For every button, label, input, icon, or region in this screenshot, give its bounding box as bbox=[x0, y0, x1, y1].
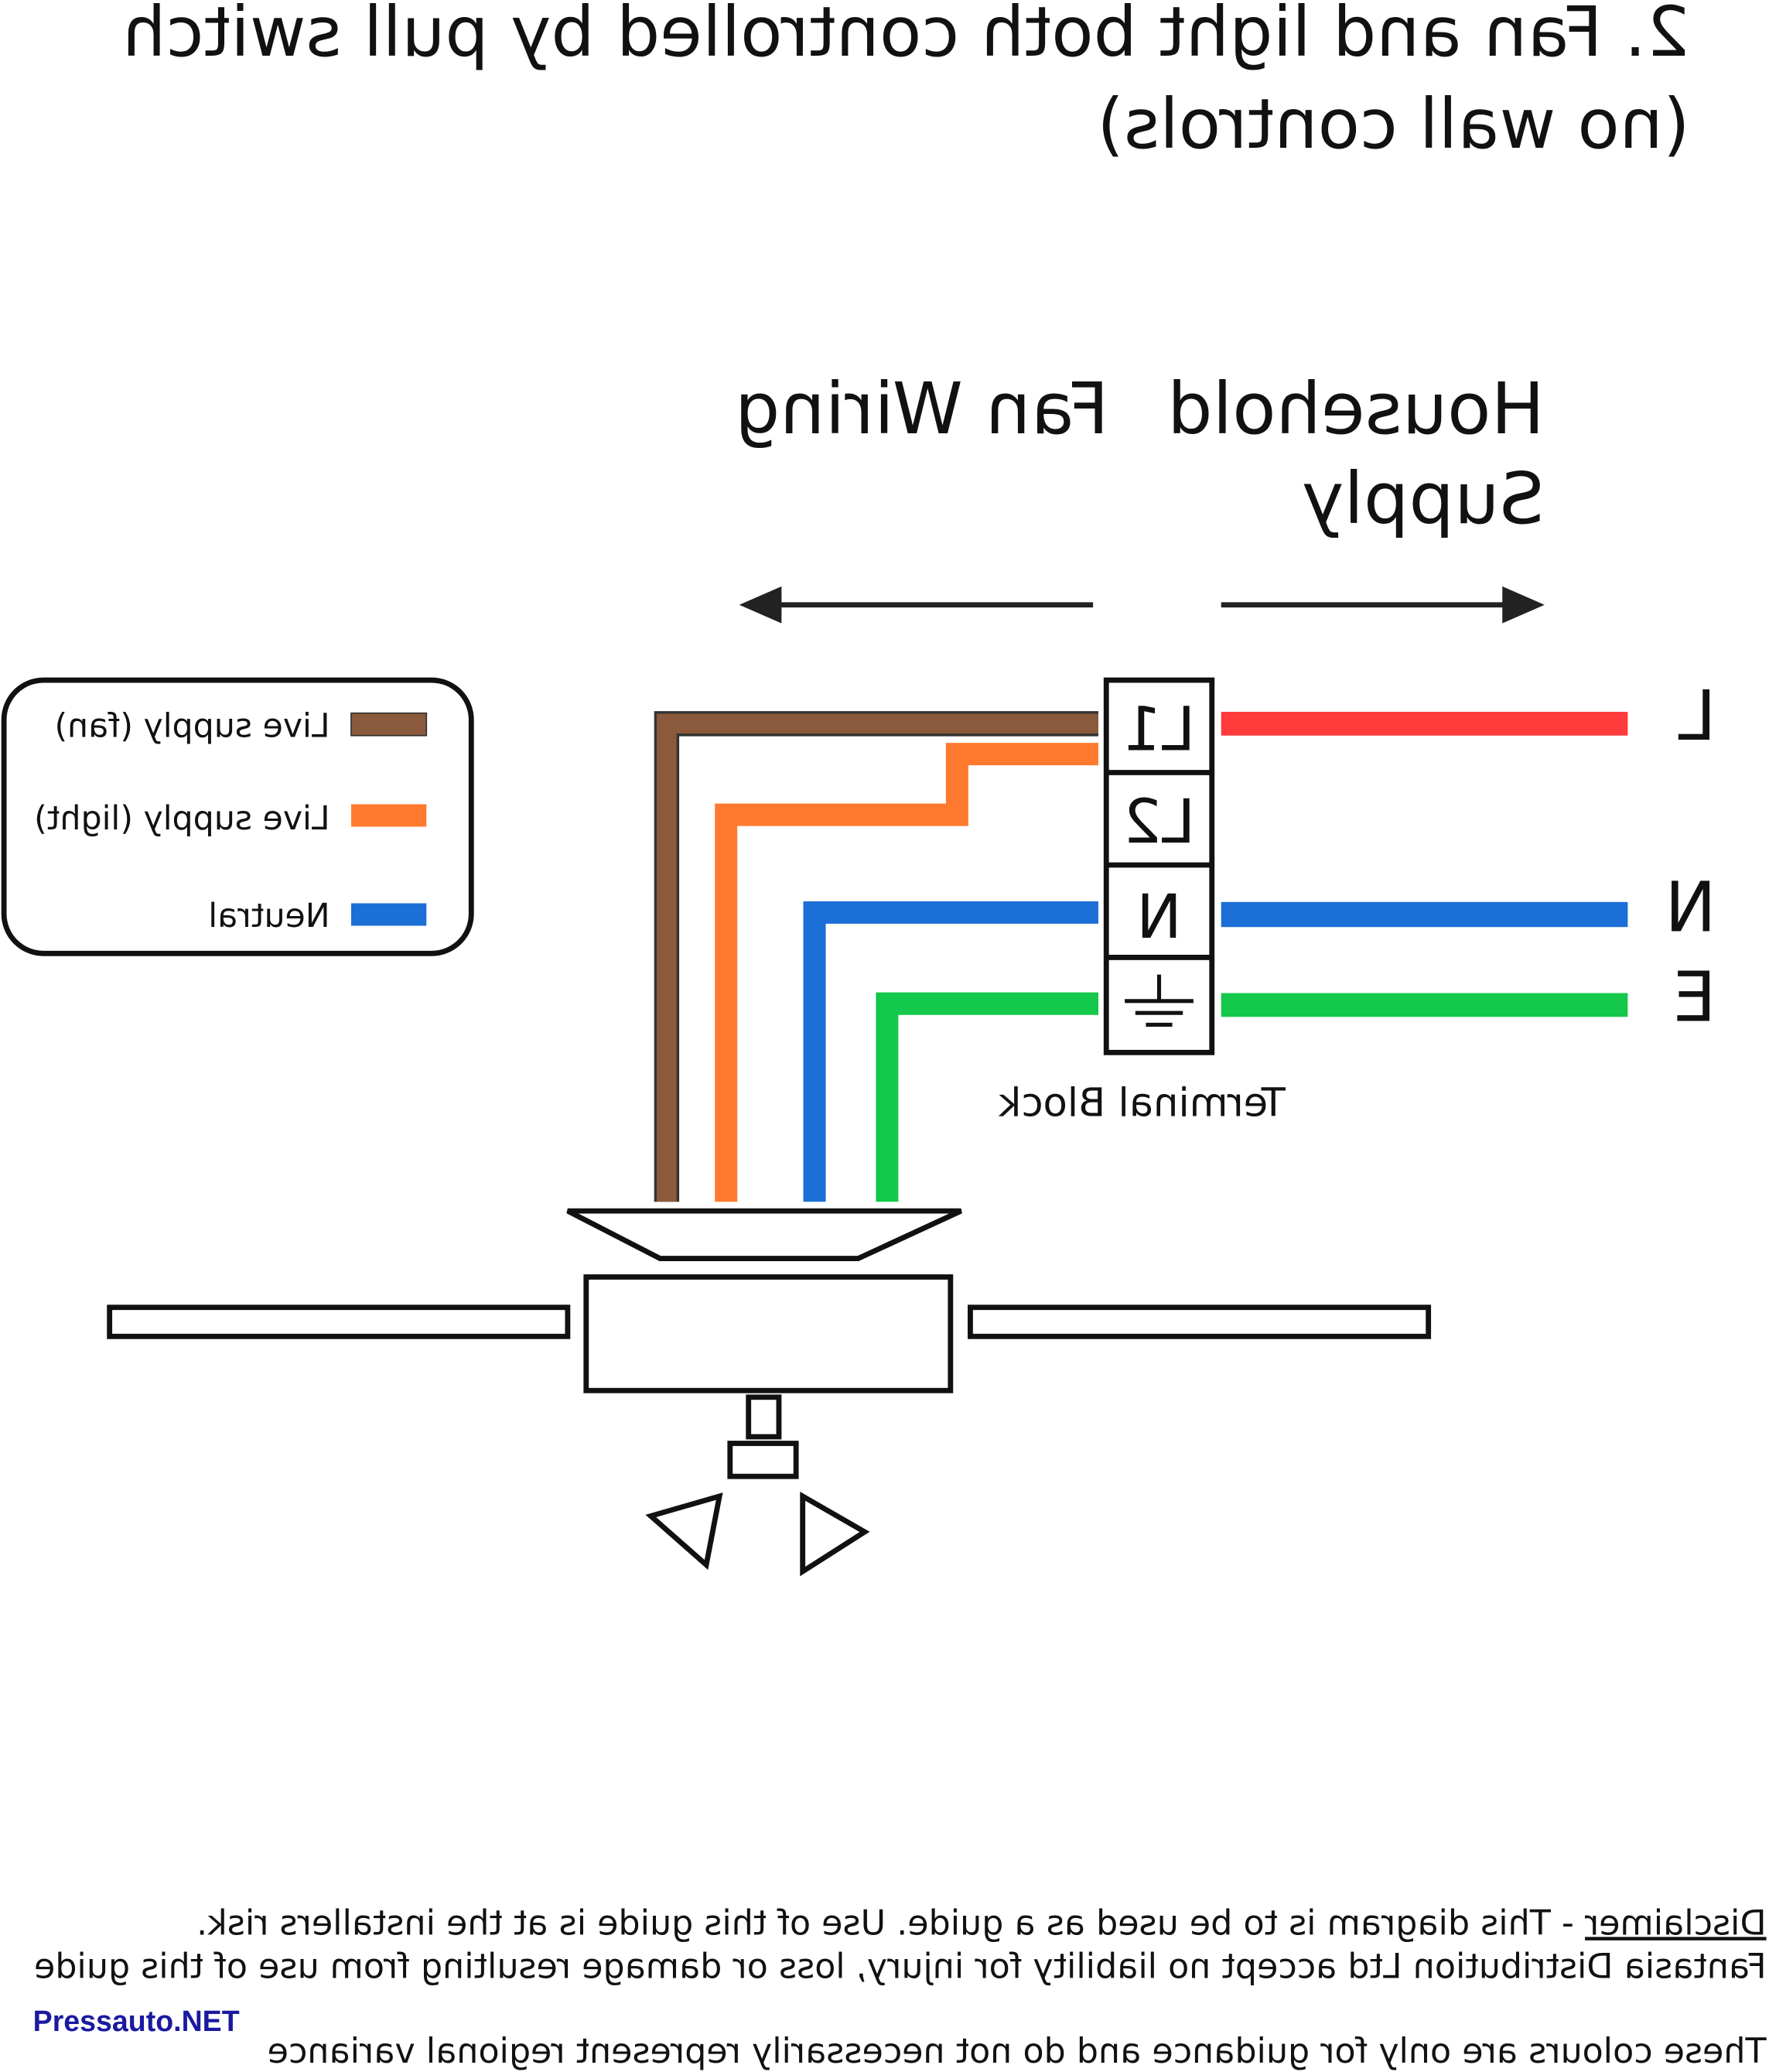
arrow-right-icon bbox=[1221, 586, 1545, 624]
supply-label-earth: E bbox=[1673, 957, 1716, 1037]
supply-label-neutral: N bbox=[1665, 867, 1716, 947]
legend-label-neutral: Neutral bbox=[208, 897, 330, 935]
disclaimer-heading: Disclaimer bbox=[1584, 1903, 1766, 1943]
ceiling-fan-icon bbox=[107, 1208, 1432, 1577]
terminal-l2: L2 bbox=[1123, 786, 1196, 857]
supply-wire-live bbox=[1221, 712, 1628, 736]
legend: Live supply (fan) Live supply (light) Ne… bbox=[1, 677, 474, 956]
supply-wire-earth bbox=[1221, 993, 1628, 1017]
terminal-block: L1 L2 N bbox=[1103, 677, 1215, 1055]
fan-wires bbox=[654, 711, 1098, 1202]
household-heading: Household bbox=[1167, 367, 1545, 450]
earth-icon bbox=[1125, 974, 1194, 1027]
legend-swatch-orange bbox=[350, 804, 427, 827]
wire-blue bbox=[803, 901, 1098, 1202]
wire-green bbox=[876, 992, 1098, 1202]
disclaimer-line2: Fantasia Distribution Ltd accept no liab… bbox=[34, 1947, 1767, 1987]
title-line2: (no wall controls) bbox=[1097, 84, 1689, 164]
wire-orange bbox=[715, 743, 1098, 1202]
legend-swatch-blue bbox=[350, 903, 427, 926]
legend-label-fan: Live supply (fan) bbox=[54, 706, 330, 745]
title-line1: 2. Fan and light both controlled by pull… bbox=[122, 0, 1689, 72]
supply-wire-neutral bbox=[1221, 901, 1628, 928]
disclaimer-line3: These colours are only for guidance and … bbox=[268, 2032, 1767, 2071]
terminal-l1: L1 bbox=[1123, 693, 1196, 764]
terminal-n: N bbox=[1136, 881, 1182, 952]
disclaimer-line1: Disclaimer - This diagram is to be used … bbox=[196, 1903, 1767, 1943]
watermark: Pressauto.NET bbox=[33, 2005, 240, 2037]
supply-heading: Supply bbox=[1302, 456, 1545, 540]
arrow-left-icon bbox=[739, 586, 1094, 624]
legend-swatch-brown bbox=[350, 712, 428, 737]
legend-label-light: Live supply (light) bbox=[34, 799, 330, 838]
terminal-block-label: Terminal Block bbox=[998, 1079, 1286, 1126]
fan-wiring-heading: Fan Wiring bbox=[735, 367, 1109, 450]
disclaimer-text1: - This diagram is to be used as a guide.… bbox=[196, 1903, 1585, 1943]
supply-label-live: L bbox=[1678, 676, 1716, 756]
